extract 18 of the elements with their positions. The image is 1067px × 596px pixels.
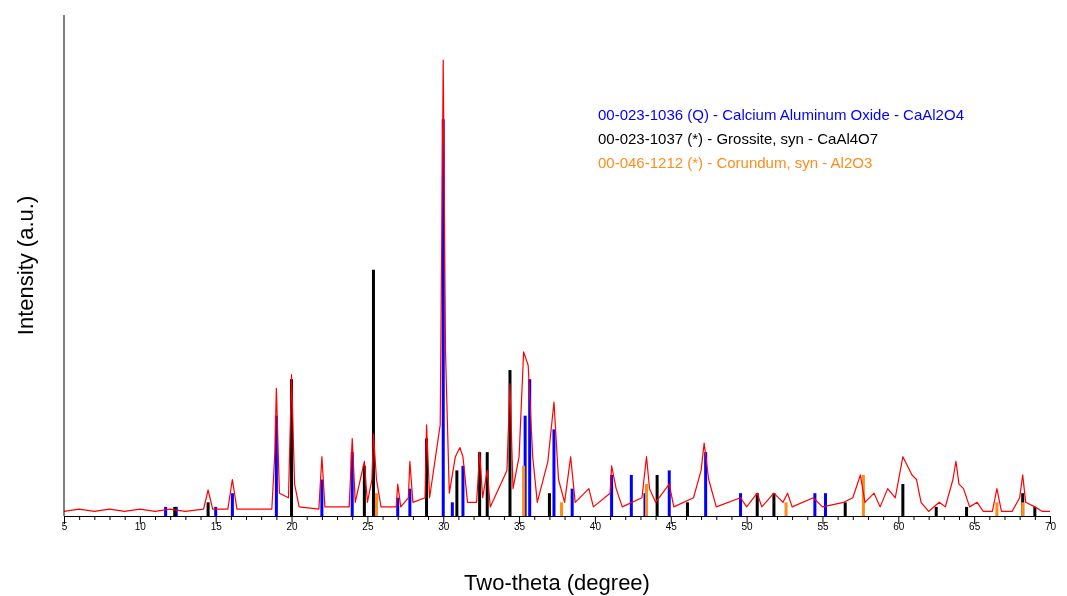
x-tick-label: 70 — [1044, 521, 1057, 533]
x-tick-label: 60 — [893, 521, 905, 533]
x-tick-label: 30 — [438, 521, 450, 533]
y-axis-title: Intensity (a.u.) — [13, 195, 38, 336]
x-tick-label: 40 — [589, 521, 602, 533]
x-tick-label: 10 — [134, 521, 147, 533]
x-tick-label: 20 — [286, 521, 299, 533]
text: 00-023-1037 (*) - Grossite, syn - CaAl4O7 — [598, 130, 879, 147]
x-tick-label: 50 — [741, 521, 754, 533]
x-tick-label: 25 — [362, 521, 374, 533]
x-axis-title: Two-theta (degree) — [464, 570, 650, 595]
x-tick-label: 55 — [817, 521, 829, 533]
x-tick-label: 45 — [665, 521, 678, 533]
text: 00-046-1212 (*) - Corundum, syn - Al2O3 — [598, 154, 873, 171]
text: 00-023-1036 (Q) - Calcium Aluminum Oxide - CaAl2O4 — [598, 106, 964, 123]
x-tick-label: 15 — [210, 521, 223, 533]
x-tick-label: 35 — [514, 521, 526, 533]
x-tick-label: 65 — [969, 521, 981, 533]
